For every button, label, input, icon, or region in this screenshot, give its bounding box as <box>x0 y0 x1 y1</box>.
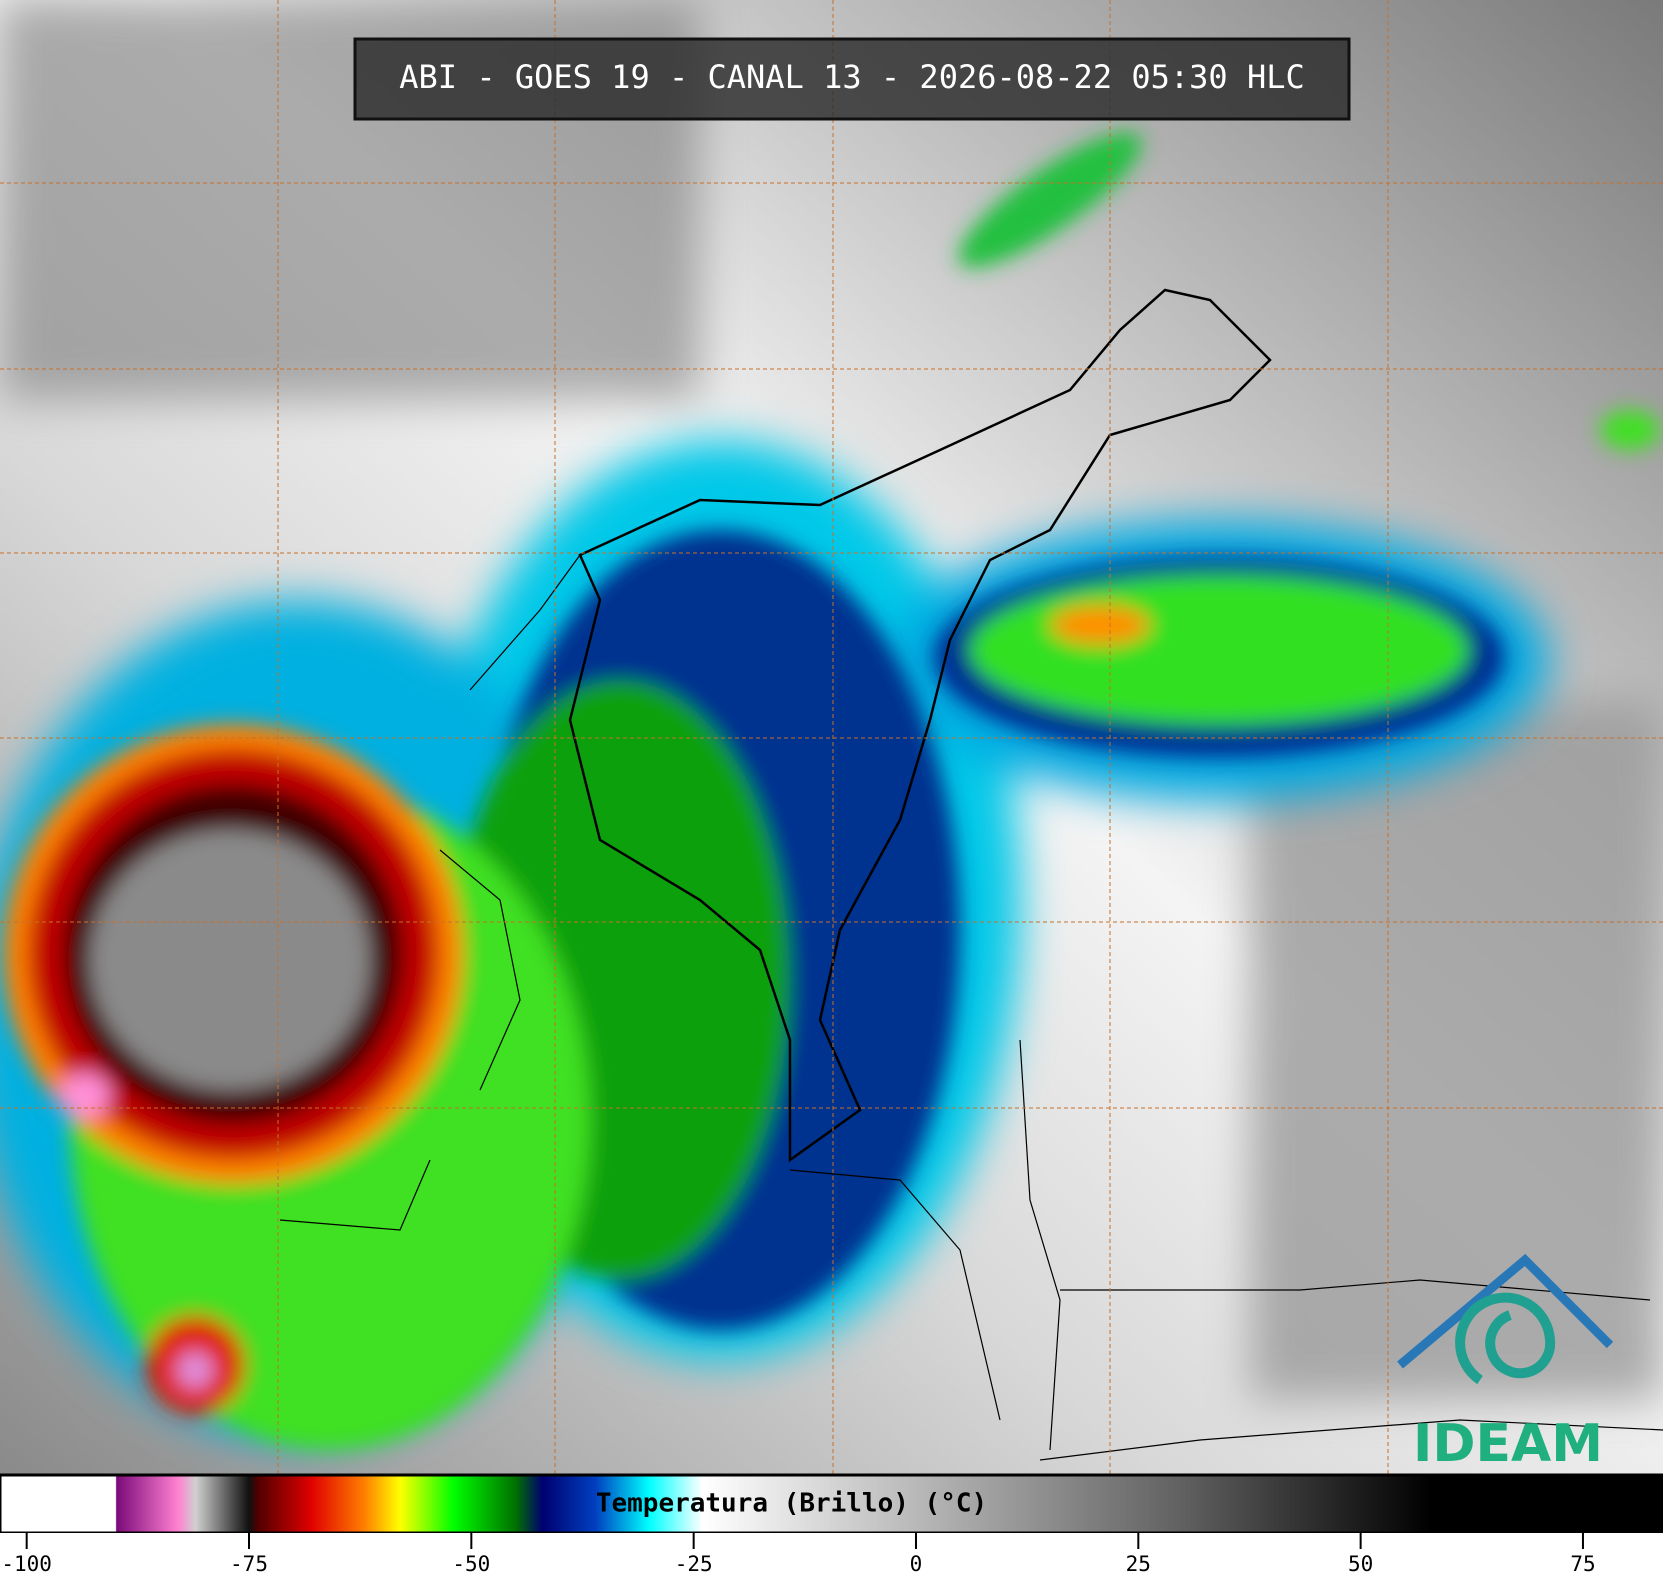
logo: IDEAM <box>1397 1253 1614 1474</box>
colorbar: Temperatura (Brillo) (°C) -100 -75 -50 -25 0 2… <box>0 1473 1663 1577</box>
title-box: ABI - GOES 19 - CANAL 13 - 2026-08-22 05… <box>353 37 1351 121</box>
colorbar-tick-label: -25 <box>675 1552 713 1576</box>
colorbar-label: Temperatura (Brillo) (°C) <box>596 1489 987 1519</box>
colorbar-tick-label: 0 <box>910 1552 923 1576</box>
colorbar-tick-label: 50 <box>1348 1552 1373 1576</box>
colorbar-tick-label: 25 <box>1126 1552 1151 1576</box>
tick-strip <box>0 1533 1663 1577</box>
colorbar-tick-label: -75 <box>230 1552 268 1576</box>
colorbar-tick-label: 75 <box>1570 1552 1595 1576</box>
title: ABI - GOES 19 - CANAL 13 - 2026-08-22 05… <box>399 58 1304 96</box>
colorbar-bar <box>0 1473 1663 1535</box>
colorbar-tick-label: -100 <box>1 1552 52 1576</box>
satellite-image <box>0 0 1663 1475</box>
colorbar-tick-label: -50 <box>452 1552 490 1576</box>
logo-text: IDEAM <box>1413 1414 1603 1474</box>
